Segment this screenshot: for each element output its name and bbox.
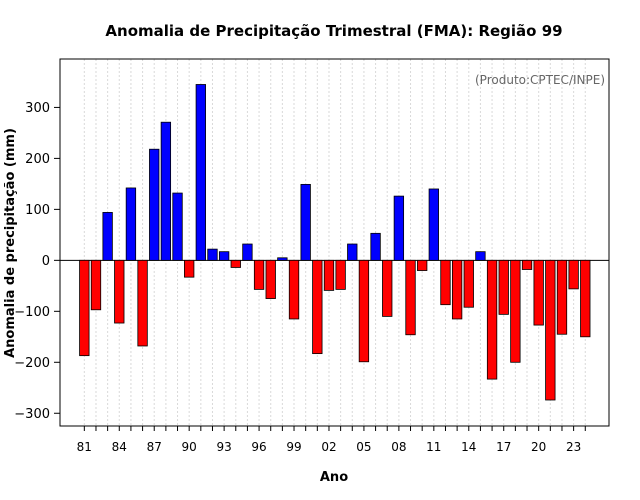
bar-1991 <box>195 84 206 261</box>
x-tick-label: 17 <box>496 440 511 454</box>
bar-1997 <box>265 259 276 299</box>
bar-2002 <box>323 259 335 291</box>
y-tick-label: 100 <box>25 203 50 218</box>
bar-1983 <box>102 212 113 261</box>
bar-1992 <box>207 248 218 261</box>
bar-2017 <box>498 259 509 315</box>
x-tick-label: 84 <box>112 440 127 454</box>
y-tick-label: 200 <box>25 152 50 167</box>
bar-1999 <box>288 259 300 320</box>
credit-label: (Produto:CPTEC/INPE) <box>475 73 605 87</box>
bar-1984 <box>114 259 125 324</box>
bar-2005 <box>358 259 370 363</box>
y-tick-label: −300 <box>14 407 50 422</box>
y-axis: −300 −200 −100 0 100 200 300 <box>14 101 60 422</box>
bar-1995 <box>242 243 253 261</box>
bar-2015 <box>475 251 486 261</box>
y-tick-label: −100 <box>14 305 50 320</box>
bar-1987 <box>149 148 160 261</box>
bar-2012 <box>440 259 451 306</box>
plot-frame <box>59 58 610 427</box>
x-tick-label: 93 <box>216 440 231 454</box>
bar-2023 <box>568 259 579 290</box>
bar-2016 <box>486 259 498 380</box>
bar-2021 <box>545 259 556 401</box>
x-tick-label: 23 <box>566 440 581 454</box>
x-tick-label: 81 <box>77 440 92 454</box>
x-axis-label: Ano <box>320 470 348 485</box>
x-tick-label: 11 <box>426 440 441 454</box>
bar-1989 <box>172 192 183 261</box>
bars <box>79 84 591 401</box>
x-tick-label: 87 <box>147 440 162 454</box>
bar-2003 <box>335 259 346 290</box>
bar-1998 <box>277 257 288 261</box>
bar-2007 <box>382 259 393 317</box>
bar-1994 <box>230 259 241 268</box>
bar-1981 <box>79 259 90 357</box>
bar-2000 <box>300 183 311 261</box>
bar-2013 <box>451 259 463 320</box>
bar-2006 <box>370 232 381 261</box>
bar-2024 <box>580 259 591 338</box>
bar-2014 <box>463 259 474 308</box>
bar-1988 <box>160 121 172 261</box>
y-axis-label: Anomalia de precipitação (mm) <box>3 128 18 358</box>
bar-1993 <box>218 251 230 261</box>
bar-1982 <box>90 259 102 311</box>
x-tick-label: 20 <box>531 440 546 454</box>
chart-title: Anomalia de Precipitação Trimestral (FMA… <box>105 22 562 40</box>
bar-1990 <box>184 259 195 278</box>
grid <box>83 59 586 426</box>
x-tick-label: 96 <box>251 440 266 454</box>
x-tick-label: 02 <box>321 440 336 454</box>
x-tick-label: 08 <box>391 440 406 454</box>
bar-2020 <box>533 259 544 326</box>
bar-2019 <box>521 259 533 270</box>
bar-1996 <box>253 259 265 290</box>
x-tick-label: 90 <box>182 440 197 454</box>
x-tick-label: 05 <box>356 440 371 454</box>
bar-2009 <box>405 259 416 336</box>
bar-2008 <box>393 195 405 261</box>
y-tick-label: 0 <box>42 254 50 269</box>
bar-2001 <box>312 259 323 355</box>
y-tick-label: 300 <box>25 101 50 116</box>
bar-2018 <box>510 259 521 363</box>
bar-2011 <box>428 188 439 261</box>
x-axis: 81 84 87 90 93 96 99 02 05 08 11 14 17 20 23 <box>77 426 586 454</box>
bar-1985 <box>125 187 137 261</box>
y-tick-label: −200 <box>14 356 50 371</box>
x-tick-label: 99 <box>286 440 301 454</box>
bar-2004 <box>347 243 358 261</box>
x-tick-label: 14 <box>461 440 476 454</box>
bar-2010 <box>417 259 428 271</box>
bar-2022 <box>556 259 568 335</box>
bar-1986 <box>137 259 148 347</box>
